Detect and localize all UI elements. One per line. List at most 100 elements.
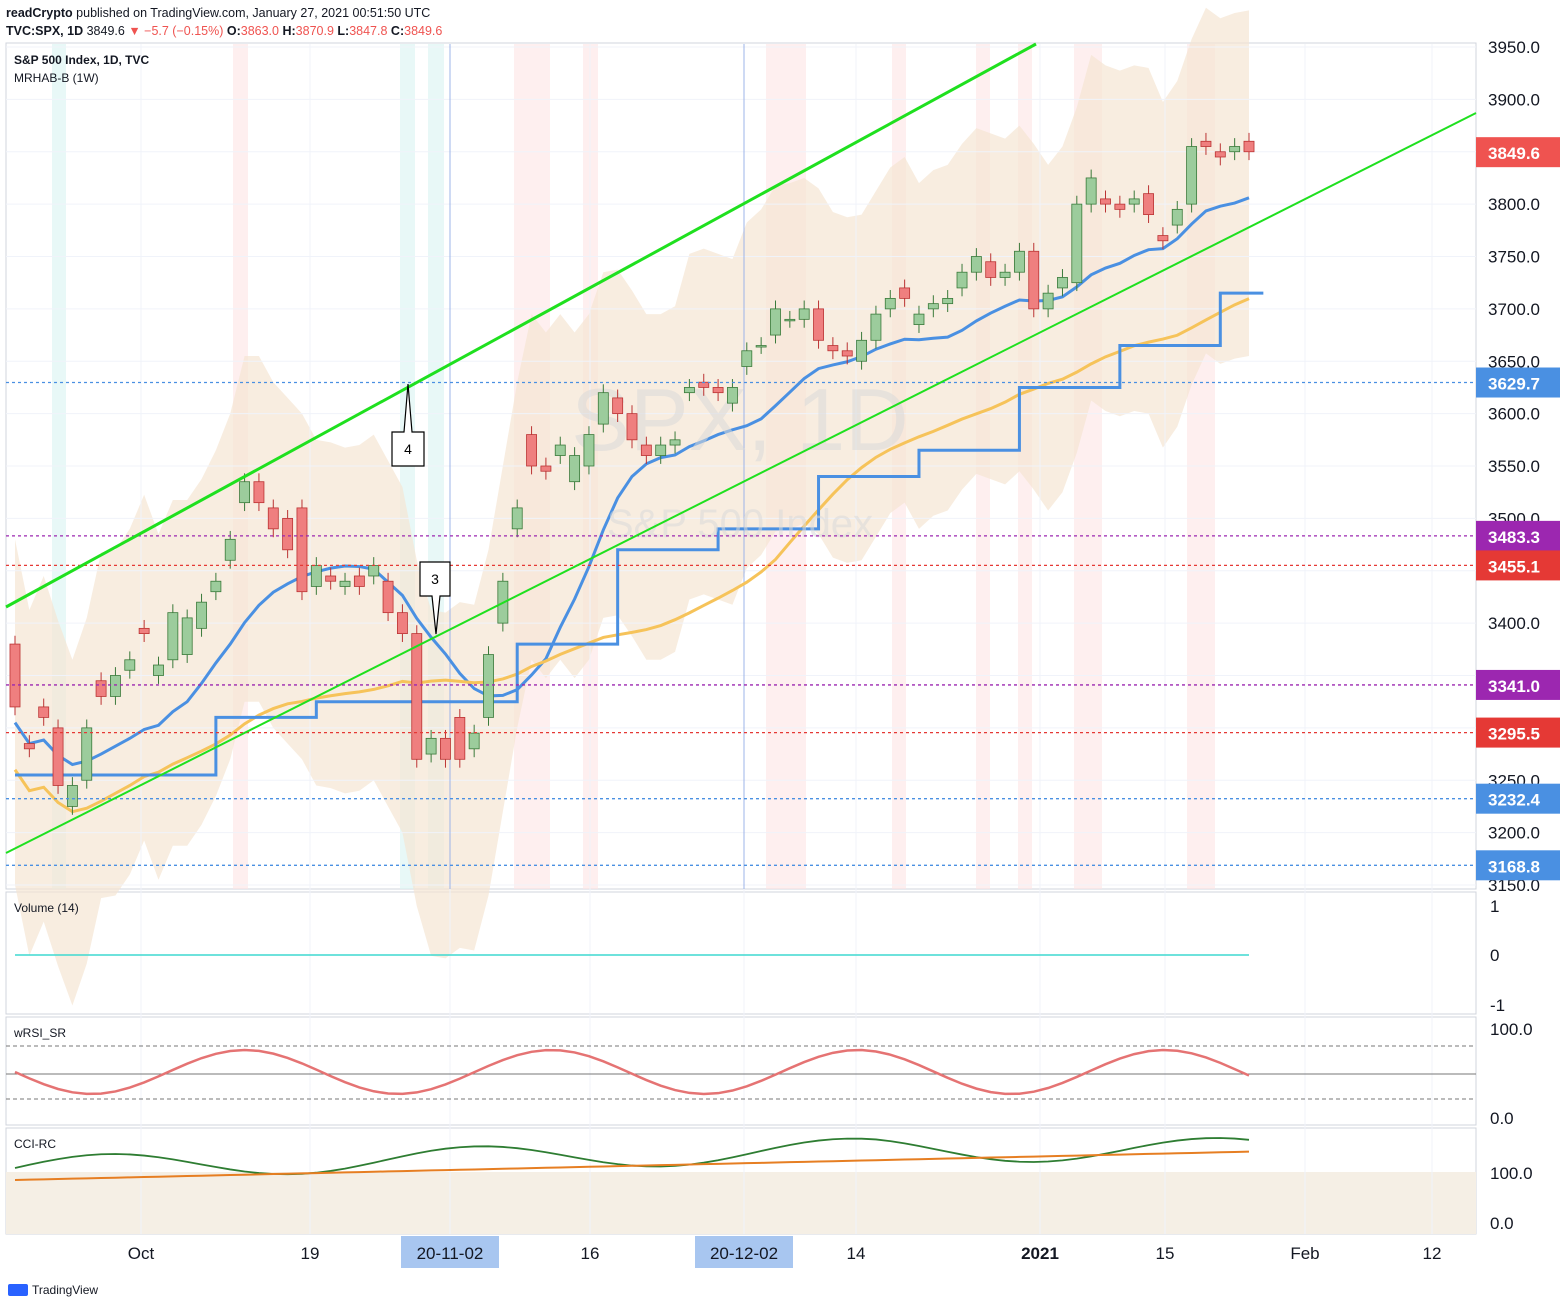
candle-body (411, 633, 423, 760)
candle-body (669, 439, 681, 446)
cursor-date-tag (695, 1236, 793, 1268)
footer-brand: TradingView (32, 1283, 99, 1297)
candle-body (66, 785, 78, 807)
cursor-date-label: 20-12-02 (710, 1244, 778, 1263)
step-support-line (15, 291, 1264, 777)
candle-body (1128, 198, 1140, 205)
candle-body (110, 675, 121, 697)
candle-body (1186, 146, 1198, 205)
time-label: 14 (847, 1244, 866, 1263)
high-label: H: (282, 24, 296, 38)
close-value: 3849.6 (404, 24, 443, 38)
price-axis-label: 3900.0 (1488, 90, 1540, 109)
price-tag-label: 3295.5 (1488, 725, 1540, 744)
cci-axis-label: 0.0 (1490, 1214, 1514, 1233)
candle-body (1028, 250, 1040, 310)
rsi-pane-frame (5, 1016, 1477, 1126)
candle-body (712, 387, 724, 394)
candle-body (540, 465, 552, 472)
last-price: 3849.6 (86, 24, 125, 38)
candle-body (224, 538, 236, 561)
price-axis-label: 3150.0 (1488, 876, 1540, 895)
candle-body (23, 743, 35, 750)
open-label: O: (226, 24, 241, 38)
candle-body (640, 444, 652, 456)
price-axis-label: 3800.0 (1488, 195, 1540, 214)
price-tag-box (1476, 850, 1560, 881)
candle-body (784, 318, 796, 322)
annotation-4[interactable]: 4 (391, 383, 425, 467)
channel-lower-line[interactable] (5, 112, 1477, 854)
candle-body (425, 737, 437, 755)
price-axis-label: 3200.0 (1488, 824, 1540, 843)
time-label: 16 (581, 1244, 600, 1263)
candle-body (167, 612, 179, 661)
candle-body (612, 397, 624, 415)
price-change: ▼ −5.7 (−0.15%) (128, 24, 224, 38)
candle-body (856, 339, 868, 362)
candle-body (454, 717, 466, 760)
candle-body (253, 481, 265, 504)
candle-body (339, 580, 351, 587)
channel-upper-line[interactable] (5, 42, 1037, 609)
candle-body (683, 387, 695, 394)
price-tag-box (1476, 367, 1560, 398)
candle-body (511, 507, 523, 530)
candle-body (1157, 235, 1169, 242)
price-tag-label: 3483.3 (1488, 528, 1540, 547)
chart-header: readCrypto published on TradingView.com,… (6, 4, 442, 40)
indicator-title: MRHAB-B (1W) (14, 71, 99, 85)
publisher-line: readCrypto published on TradingView.com,… (6, 4, 442, 22)
candle-body (827, 345, 839, 352)
price-tag-box (1476, 717, 1560, 748)
candle-body (770, 308, 781, 336)
price-tag-box (1476, 550, 1560, 581)
price-axis-label: 3600.0 (1488, 405, 1540, 424)
close-label: C: (390, 24, 405, 38)
rsi-axis: 100.0 0.0 (1490, 1020, 1533, 1128)
price-axis-label: 3700.0 (1488, 300, 1540, 319)
price-tag-label: 3168.8 (1488, 857, 1540, 876)
annotation-3[interactable]: 3 (419, 561, 451, 635)
price-tag-label: 3849.6 (1488, 144, 1540, 163)
low-value: 3847.8 (349, 24, 388, 38)
candle-body (440, 737, 451, 760)
candle-body (368, 565, 380, 577)
watermark-symbol: SPX, 1D (571, 370, 908, 469)
time-axis[interactable]: Oct 19 20-11-02 16 20-12-02 14 2021 15 F… (128, 1236, 1442, 1268)
candle-body (296, 507, 308, 593)
candle-body (569, 455, 581, 483)
candle-body (1243, 140, 1255, 153)
price-tag-label: 3341.0 (1488, 677, 1540, 696)
watermark-name: S&P 500 Index (607, 502, 873, 546)
rsi-axis-label: 100.0 (1490, 1020, 1533, 1039)
candle-body (597, 392, 609, 425)
time-label: 15 (1156, 1244, 1175, 1263)
price-axis-label: 3750.0 (1488, 248, 1540, 267)
footer[interactable]: TradingView (8, 1283, 98, 1297)
candle-body (353, 575, 365, 587)
candle-body (1042, 292, 1054, 310)
candle-body (899, 287, 911, 299)
publisher-name[interactable]: readCrypto (6, 6, 73, 20)
price-tag-label: 3232.4 (1488, 791, 1541, 810)
rsi-line (14, 1048, 1250, 1096)
candle-body (927, 303, 939, 310)
price-tag-box (1476, 669, 1560, 700)
candle-body (1200, 140, 1212, 147)
candle-body (9, 643, 21, 708)
price-axis-label: 3650.0 (1488, 352, 1540, 371)
price-axis-label: 3400.0 (1488, 614, 1540, 633)
candle-body (483, 654, 494, 718)
annotation-4-label: 4 (404, 441, 412, 457)
price-tag-box (1476, 137, 1560, 168)
candle-body (554, 444, 566, 456)
high-value: 3870.9 (295, 24, 334, 38)
candle-body (942, 297, 954, 305)
volume-axis-label: 0 (1490, 946, 1499, 965)
candle-body (985, 261, 997, 278)
candle-body (741, 350, 753, 367)
rsi-axis-label: 0.0 (1490, 1109, 1514, 1128)
candle-body (1085, 177, 1097, 205)
